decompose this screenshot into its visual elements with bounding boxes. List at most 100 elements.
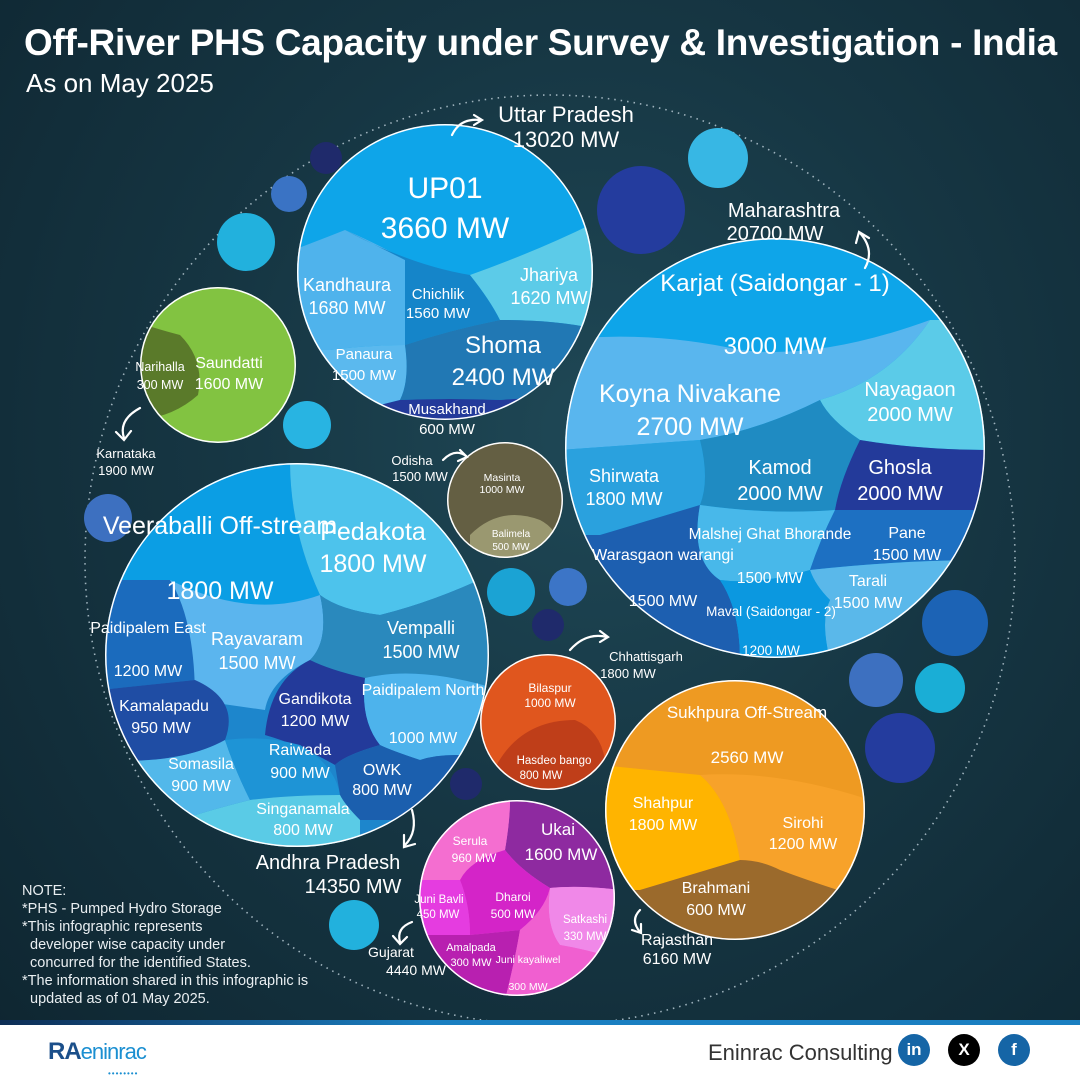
project-name: Saundatti — [195, 355, 263, 372]
segment-malshej — [697, 505, 835, 582]
project-name: Paidipalem North — [362, 682, 485, 699]
arrow-cg — [568, 634, 609, 652]
project-name: Musakhand — [408, 401, 486, 418]
segment-sirohi — [700, 774, 865, 900]
state-label-total: 14350 MW — [305, 876, 402, 898]
segment-gandikota — [265, 660, 380, 765]
project-name: Chichlik — [412, 286, 465, 303]
facebook-icon[interactable]: f — [998, 1034, 1030, 1066]
project-name: Koyna Nivakane — [599, 380, 781, 408]
project-name: Serula — [453, 834, 488, 848]
segment-jhariya — [470, 220, 593, 330]
project-name: Hasdeo bango — [517, 755, 592, 767]
arrow-ap — [403, 808, 415, 847]
segment-satkashi — [548, 886, 615, 960]
project-name: Malshej Ghat Bhorande — [689, 526, 852, 543]
project-name: Ukai — [541, 820, 575, 839]
project-name: Dharoi — [495, 890, 530, 904]
project-name: Paidipalem East — [90, 620, 206, 637]
project-name: Somasila — [168, 756, 234, 773]
project-capacity: 300 MW — [508, 981, 547, 993]
page-subtitle: As on May 2025 — [26, 68, 214, 98]
segment-kamalapadu — [105, 680, 229, 761]
segment-rayavaram — [170, 580, 324, 710]
project-name: Bilaspur — [528, 681, 571, 695]
segment-pane — [810, 509, 985, 570]
project-name: Tarali — [849, 573, 887, 590]
project-capacity: 500 MW — [492, 542, 530, 553]
deco-bubble — [915, 663, 965, 713]
outer-ring — [84, 94, 1016, 1026]
project-name: Maval (Saidongar - 2) — [706, 604, 836, 619]
project-capacity: 1500 MW — [834, 595, 903, 612]
project-capacity: 800 MW — [352, 782, 412, 799]
state-label-total: 4440 MW — [386, 962, 447, 978]
project-capacity: 900 MW — [171, 778, 231, 795]
project-name: Shahpur — [633, 795, 694, 812]
project-name: Rayavaram — [211, 629, 303, 649]
brand-name: Eninrac Consulting — [708, 1040, 893, 1065]
project-name: Masinta — [484, 472, 521, 484]
project-capacity: 3660 MW — [381, 212, 510, 245]
project-capacity: 2400 MW — [452, 364, 555, 391]
bubble-maharashtra — [565, 238, 985, 658]
deco-bubble — [688, 128, 748, 188]
arrow-rj — [633, 908, 642, 934]
deco-bubble — [532, 609, 564, 641]
project-name: Satkashi — [563, 914, 607, 926]
state-label-total: 13020 MW — [513, 127, 620, 152]
linkedin-icon[interactable]: in — [898, 1034, 930, 1066]
note-line: *The information shared in this infograp… — [22, 973, 309, 989]
project-name: Pane — [888, 525, 925, 542]
project-name: Brahmani — [682, 880, 750, 897]
segment-shahpur — [605, 765, 740, 890]
bubble-chhattisgarh — [480, 654, 616, 790]
state-label-total: 6160 MW — [643, 951, 712, 968]
company-logo[interactable]: RAeninrac •••••••• — [48, 1038, 147, 1078]
segment-hasdeo — [495, 720, 605, 790]
note-block: NOTE: *PHS - Pumped Hydro Storage *This … — [22, 882, 352, 1008]
project-name: Balimela — [492, 529, 531, 540]
state-label-name: Rajasthan — [641, 932, 713, 949]
project-capacity: 1800 MW — [629, 817, 698, 834]
project-capacity: 1200 MW — [114, 663, 183, 680]
state-label-total: 1800 MW — [600, 666, 656, 681]
arrow-ka — [121, 406, 142, 440]
state-label-name: Uttar Pradesh — [498, 102, 634, 127]
project-name: Kamod — [748, 457, 811, 479]
state-label-name: Karnataka — [96, 446, 156, 461]
state-label-total: 20700 MW — [727, 223, 824, 245]
project-capacity: 1200 MW — [742, 643, 800, 658]
segment-kandhaura — [297, 230, 405, 350]
deco-bubble — [84, 494, 132, 542]
project-capacity: 1200 MW — [281, 713, 350, 730]
project-name: Juni kayaliwel — [496, 954, 561, 966]
deco-bubble — [597, 166, 685, 254]
arrow-od-head — [456, 448, 469, 463]
project-name: Jhariya — [520, 265, 579, 285]
state-label-name: Odisha — [391, 453, 433, 468]
logo-ra: RA — [48, 1038, 82, 1065]
bubble-uttar-pradesh — [297, 124, 593, 420]
arrow-up-head — [472, 113, 485, 127]
project-capacity: 3000 MW — [724, 333, 827, 360]
deco-bubble — [283, 401, 331, 449]
project-name: Raiwada — [269, 742, 331, 759]
deco-bubble — [450, 768, 482, 800]
project-capacity: 900 MW — [270, 765, 330, 782]
deco-bubble — [217, 213, 275, 271]
arrow-ka-head — [114, 429, 133, 442]
state-label-name: Gujarat — [368, 944, 414, 960]
x-icon[interactable]: X — [948, 1034, 980, 1066]
deco-bubble — [487, 568, 535, 616]
project-name: Nayagaon — [864, 379, 955, 401]
project-capacity: 1500 MW — [737, 570, 804, 587]
project-name: Panaura — [336, 346, 393, 363]
deco-bubble — [549, 568, 587, 606]
deco-bubble — [849, 653, 903, 707]
note-line: concurred for the identified States. — [30, 955, 251, 971]
segment-ghosla — [835, 440, 985, 511]
project-name: Warasgaon warangi — [592, 547, 734, 564]
state-label-total: 1900 MW — [98, 463, 154, 478]
